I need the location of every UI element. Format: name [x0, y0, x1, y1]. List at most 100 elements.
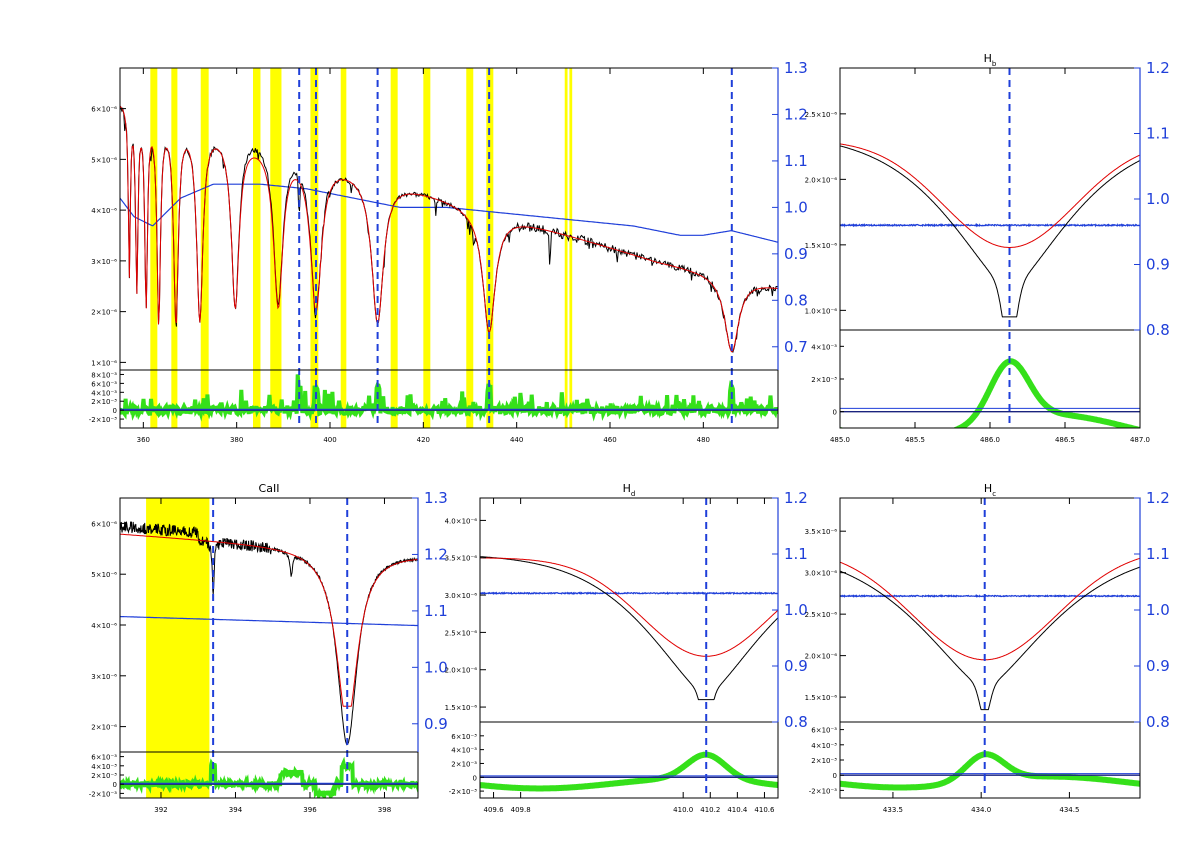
x-tick-label: 410.6 [754, 806, 775, 814]
plot-area [480, 498, 778, 798]
right-tick-label: 1.3 [424, 489, 448, 507]
x-tick-label: 409.6 [484, 806, 505, 814]
right-tick-label: 0.8 [784, 291, 808, 309]
right-tick-label: 1.2 [1146, 489, 1170, 507]
residual-tick-label: 2×10⁻³ [811, 376, 837, 384]
plot-area [120, 498, 418, 798]
x-tick-label: 485.0 [830, 436, 850, 444]
y-tick-label: 1.5×10⁻⁶ [805, 694, 838, 702]
mask-region [390, 68, 398, 428]
y-tick-label: 1.5×10⁻⁶ [445, 704, 478, 712]
mask-region [423, 68, 431, 428]
x-tick-label: 400 [323, 436, 336, 444]
y-tick-label: 2.0×10⁻⁶ [805, 176, 838, 184]
residual-tick-label: -2×10⁻³ [809, 787, 837, 795]
panel-title: Hd [623, 482, 636, 498]
right-tick-label: 1.1 [1146, 545, 1170, 563]
model-series [840, 143, 1140, 248]
right-tick-label: 1.2 [784, 105, 808, 123]
residual-tick-label: 2×10⁻³ [451, 760, 477, 768]
y-tick-label: 5×10⁻⁶ [91, 156, 117, 164]
residual-tick-label: 8×10⁻³ [91, 371, 117, 379]
residual-tick-label: -2×10⁻³ [449, 788, 477, 796]
ratio-series [480, 591, 778, 596]
residual-series [840, 751, 1140, 791]
right-tick-label: 1.0 [424, 658, 448, 676]
y-tick-label: 1.5×10⁻⁶ [805, 242, 838, 250]
x-tick-label: 485.5 [905, 436, 925, 444]
y-tick-label: 2.0×10⁻⁶ [805, 653, 838, 661]
residual-tick-label: -2×10⁻³ [89, 790, 117, 798]
y-tick-label: 3.5×10⁻⁶ [445, 555, 478, 563]
mask-region [340, 68, 347, 428]
y-tick-label: 4.0×10⁻⁶ [445, 517, 478, 525]
panel-hg: 433.5 434.0 434.5 1.5×10⁻⁶ 2.0×10⁻⁶ 2.5×10⁻⁶ 3… [805, 482, 1170, 814]
right-tick-label: 1.0 [784, 198, 808, 216]
residual-tick-label: 4×10⁻³ [451, 747, 477, 755]
panel-title: Hb [984, 52, 997, 68]
right-tick-label: 1.0 [784, 601, 808, 619]
x-tick-label: 360 [137, 436, 150, 444]
observed-series [480, 556, 778, 701]
panel-hd: 409.6 409.8 410.0 410.2 410.4 410.6 1.5×10⁻⁶ 2.… [445, 482, 808, 814]
right-tick-label: 1.0 [1146, 601, 1170, 619]
x-tick-label: 398 [378, 806, 391, 814]
x-tick-label: 410.4 [727, 806, 748, 814]
residual-tick-label: 0 [113, 407, 117, 415]
x-tick-label: 480 [697, 436, 710, 444]
mask-region [270, 68, 282, 428]
ratio-series [840, 593, 1140, 599]
y-tick-label: 3.5×10⁻⁶ [805, 528, 838, 536]
right-tick-label: 0.8 [1146, 713, 1170, 731]
right-tick-label: 0.7 [784, 338, 808, 356]
model-series [840, 557, 1140, 661]
mask-region [310, 68, 319, 428]
x-tick-label: 487.0 [1130, 436, 1150, 444]
observed-series [840, 145, 1140, 318]
panel-title-subscript: c [992, 490, 996, 498]
right-tick-label: 1.1 [784, 545, 808, 563]
x-tick-label: 460 [603, 436, 616, 444]
right-tick-label: 1.0 [1146, 190, 1170, 208]
mask-region [200, 68, 209, 428]
panel-title: CaII [259, 482, 280, 495]
x-tick-label: 380 [230, 436, 243, 444]
x-tick-label: 434.0 [971, 806, 991, 814]
y-tick-label: 2×10⁻⁶ [91, 309, 117, 317]
model-series [120, 105, 778, 353]
y-tick-label: 3×10⁻⁶ [91, 673, 117, 681]
y-tick-label: 6×10⁻⁶ [91, 106, 117, 114]
ratio-series [120, 615, 418, 627]
ratio-series [840, 222, 1140, 228]
panel-hb: 485.0 485.5 486.0 486.5 487.0 1.0×10⁻⁶ 1.5×10⁻… [805, 52, 1170, 444]
residual-tick-label: 6×10⁻³ [451, 733, 477, 741]
right-tick-label: 1.2 [424, 545, 448, 563]
x-tick-label: 410.2 [700, 806, 720, 814]
plot-area [840, 68, 1140, 428]
panel-full: 360 380 400 420 440 460 480 1×10⁻⁶ 2×10⁻⁶ 3×10⁻⁶ 4… [89, 59, 808, 444]
y-tick-label: 2.5×10⁻⁶ [805, 111, 838, 119]
y-tick-label: 4×10⁻⁶ [91, 622, 117, 630]
plot-area [120, 68, 778, 428]
y-tick-label: 2.5×10⁻⁶ [805, 611, 838, 619]
residual-tick-label: 0 [113, 781, 117, 789]
y-tick-label: 4×10⁻⁶ [91, 207, 117, 215]
observed-series [840, 566, 1140, 711]
y-tick-label: 3.0×10⁻⁶ [445, 592, 478, 600]
x-tick-label: 409.8 [511, 806, 531, 814]
residual-tick-label: 2×10⁻³ [91, 772, 117, 780]
x-tick-label: 434.5 [1059, 806, 1079, 814]
y-tick-label: 2.5×10⁻⁶ [445, 629, 478, 637]
x-tick-label: 486.5 [1055, 436, 1075, 444]
right-tick-label: 0.8 [784, 713, 808, 731]
observed-series [120, 106, 778, 354]
panel-frame [119, 67, 779, 429]
residual-series [120, 756, 418, 798]
y-tick-label: 2×10⁻⁶ [91, 724, 117, 732]
panel-ca: 392 394 396 398 2×10⁻⁶ 3×10⁻⁶ 4×10⁻⁶ 5×10⁻⁶ 6×10… [89, 482, 448, 814]
residual-tick-label: -2×10⁻³ [89, 416, 117, 424]
right-tick-label: 1.3 [784, 59, 808, 77]
right-tick-label: 0.9 [784, 245, 808, 263]
y-tick-label: 3.0×10⁻⁶ [805, 570, 838, 578]
